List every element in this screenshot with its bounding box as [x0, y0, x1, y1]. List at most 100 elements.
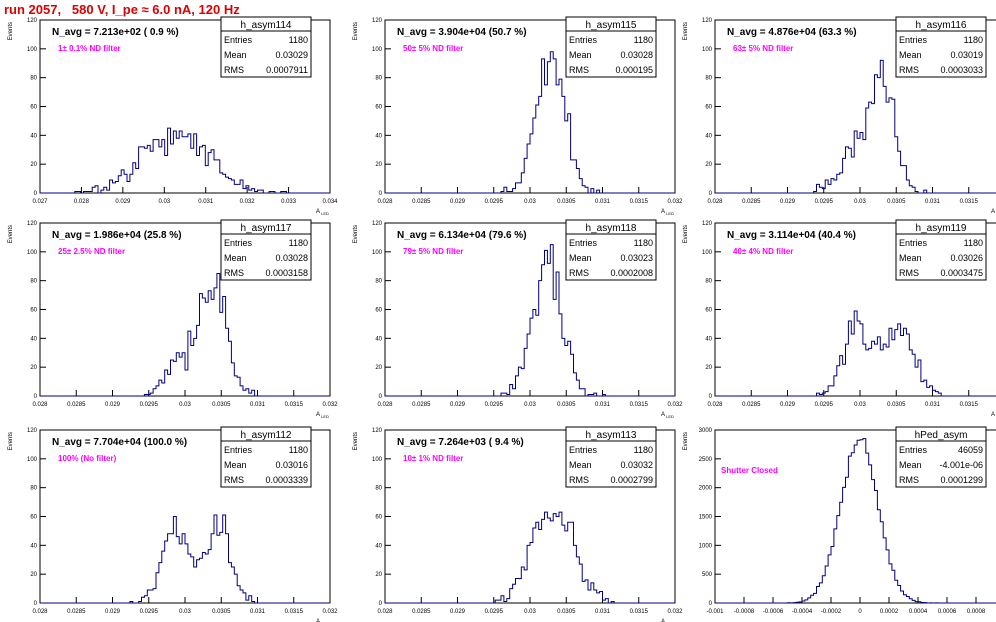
stats-value: 0.0007911: [266, 65, 308, 75]
y-axis-label: Events: [353, 225, 359, 243]
y-tick-label: 20: [375, 162, 382, 168]
x-tick-label: 0.0285: [67, 609, 86, 615]
stats-key: Mean: [569, 50, 592, 60]
y-axis-label: Events: [8, 225, 14, 243]
x-tick-label: 0.031: [595, 402, 611, 408]
x-tick-label: 0.033: [281, 199, 297, 205]
stats-value: 0.0002799: [610, 475, 653, 485]
stats-value: 0.0002008: [610, 268, 653, 278]
x-tick-label: -0.0002: [821, 609, 842, 615]
x-tick-label: 0.0315: [630, 199, 649, 205]
y-tick-label: 100: [372, 250, 383, 256]
x-tick-label: 0.031: [250, 609, 266, 615]
y-tick-label: 60: [30, 105, 37, 111]
x-tick-label: 0.03: [854, 199, 866, 205]
y-tick-label: 40: [30, 133, 37, 139]
x-tick-label: 0.029: [115, 199, 131, 205]
y-tick-label: 0: [34, 394, 38, 400]
y-tick-label: 80: [375, 76, 382, 82]
x-tick-label: 0.03: [854, 402, 866, 408]
stats-value: 1180: [964, 238, 983, 248]
x-tick-label: 0.0285: [412, 402, 431, 408]
y-tick-label: 100: [27, 457, 38, 463]
filter-label: 10± 1% ND filter: [403, 454, 463, 463]
stats-box: [220, 426, 312, 488]
x-tick-label: 0.0285: [742, 199, 761, 205]
y-tick-label: 0: [709, 601, 713, 607]
histogram-h_asym113: 0.028 0.0285 0.029 0.0295 0.03 0.0305 0.031 0.0…: [353, 426, 683, 622]
y-axis-label: Events: [8, 432, 14, 450]
y-tick-label: 60: [375, 105, 382, 111]
x-tick-label: 0.034: [322, 199, 338, 205]
y-tick-label: 40: [705, 336, 712, 342]
x-tick-label: 0.029: [780, 402, 796, 408]
x-tick-label: 0.0285: [412, 609, 431, 615]
stats-value: 0.03023: [620, 253, 653, 263]
stats-box: [895, 16, 987, 78]
filter-label: 25± 2.5% ND filter: [58, 247, 125, 256]
stats-key: Entries: [224, 238, 253, 248]
x-tick-label: -0.0004: [792, 609, 813, 615]
x-tick-label: 0.032: [667, 402, 683, 408]
x-tick-label: 0.028: [707, 199, 723, 205]
stats-key: Mean: [569, 460, 592, 470]
stats-title: hPed_asym: [915, 430, 968, 441]
stats-key: RMS: [899, 65, 919, 75]
y-axis-label: Events: [683, 432, 689, 450]
y-tick-label: 40: [375, 336, 382, 342]
x-tick-label: 0.0305: [887, 199, 906, 205]
y-tick-label: 40: [30, 543, 37, 549]
stats-key: Entries: [224, 35, 253, 45]
stats-box: [220, 219, 312, 281]
y-tick-label: 0: [34, 191, 38, 197]
stats-key: Mean: [224, 253, 247, 263]
histogram-hPed_asym: -0.001 -0.0008 -0.0006 -0.0004 -0.0002 0 0.000…: [683, 426, 996, 615]
x-tick-label: 0.0295: [485, 609, 504, 615]
histogram-h_asym118: 0.028 0.0285 0.029 0.0295 0.03 0.0305 0.031 0.0…: [353, 219, 683, 419]
stats-box: [565, 16, 657, 78]
y-tick-label: 0: [379, 394, 383, 400]
y-axis-label: Events: [683, 22, 689, 40]
stats-key: Entries: [899, 445, 928, 455]
y-tick-label: 40: [30, 336, 37, 342]
stats-value: 0.03016: [275, 460, 308, 470]
stats-value: 0.0003158: [265, 268, 308, 278]
stats-value: 1180: [964, 35, 983, 45]
y-tick-label: 1500: [699, 515, 713, 521]
stats-key: Mean: [224, 50, 247, 60]
x-tick-label: 0.0008: [967, 609, 986, 615]
stats-key: RMS: [569, 268, 589, 278]
stats-key: Entries: [224, 445, 253, 455]
y-tick-label: 60: [30, 308, 37, 314]
stats-value: -4.001e-06: [939, 460, 983, 470]
y-tick-label: 40: [375, 133, 382, 139]
x-tick-label: 0.031: [198, 199, 214, 205]
histogram-h_asym119: 0.028 0.0285 0.029 0.0295 0.03 0.0305 0.031 0.0…: [683, 219, 996, 419]
x-axis-label: A LED: [661, 412, 674, 419]
stats-key: RMS: [224, 65, 244, 75]
x-tick-label: 0.0295: [140, 609, 159, 615]
x-tick-label: 0.0006: [938, 609, 957, 615]
y-tick-label: 120: [372, 428, 383, 434]
stats-value: 0.03029: [275, 50, 308, 60]
stats-title: h_asym116: [916, 20, 967, 31]
histogram-line: [385, 511, 675, 604]
x-tick-label: 0.0295: [815, 402, 834, 408]
stats-value: 0.0001299: [940, 475, 983, 485]
stats-value: 0.000195: [615, 65, 653, 75]
stats-key: RMS: [569, 65, 589, 75]
histogram-line: [40, 127, 330, 194]
y-tick-label: 80: [30, 279, 37, 285]
histogram-line: [715, 59, 996, 194]
x-tick-label: 0.032: [667, 199, 683, 205]
x-axis-label: A LED: [991, 412, 996, 419]
stats-key: Mean: [224, 460, 247, 470]
x-tick-label: 0.029: [450, 609, 466, 615]
x-tick-label: 0.0295: [485, 199, 504, 205]
stats-value: 1180: [289, 238, 308, 248]
x-tick-label: 0.029: [450, 402, 466, 408]
y-tick-label: 40: [375, 543, 382, 549]
filter-label: 100% (No filter): [58, 454, 117, 463]
navg-label: N_avg = 7.213e+02 ( 0.9 %): [52, 27, 179, 38]
